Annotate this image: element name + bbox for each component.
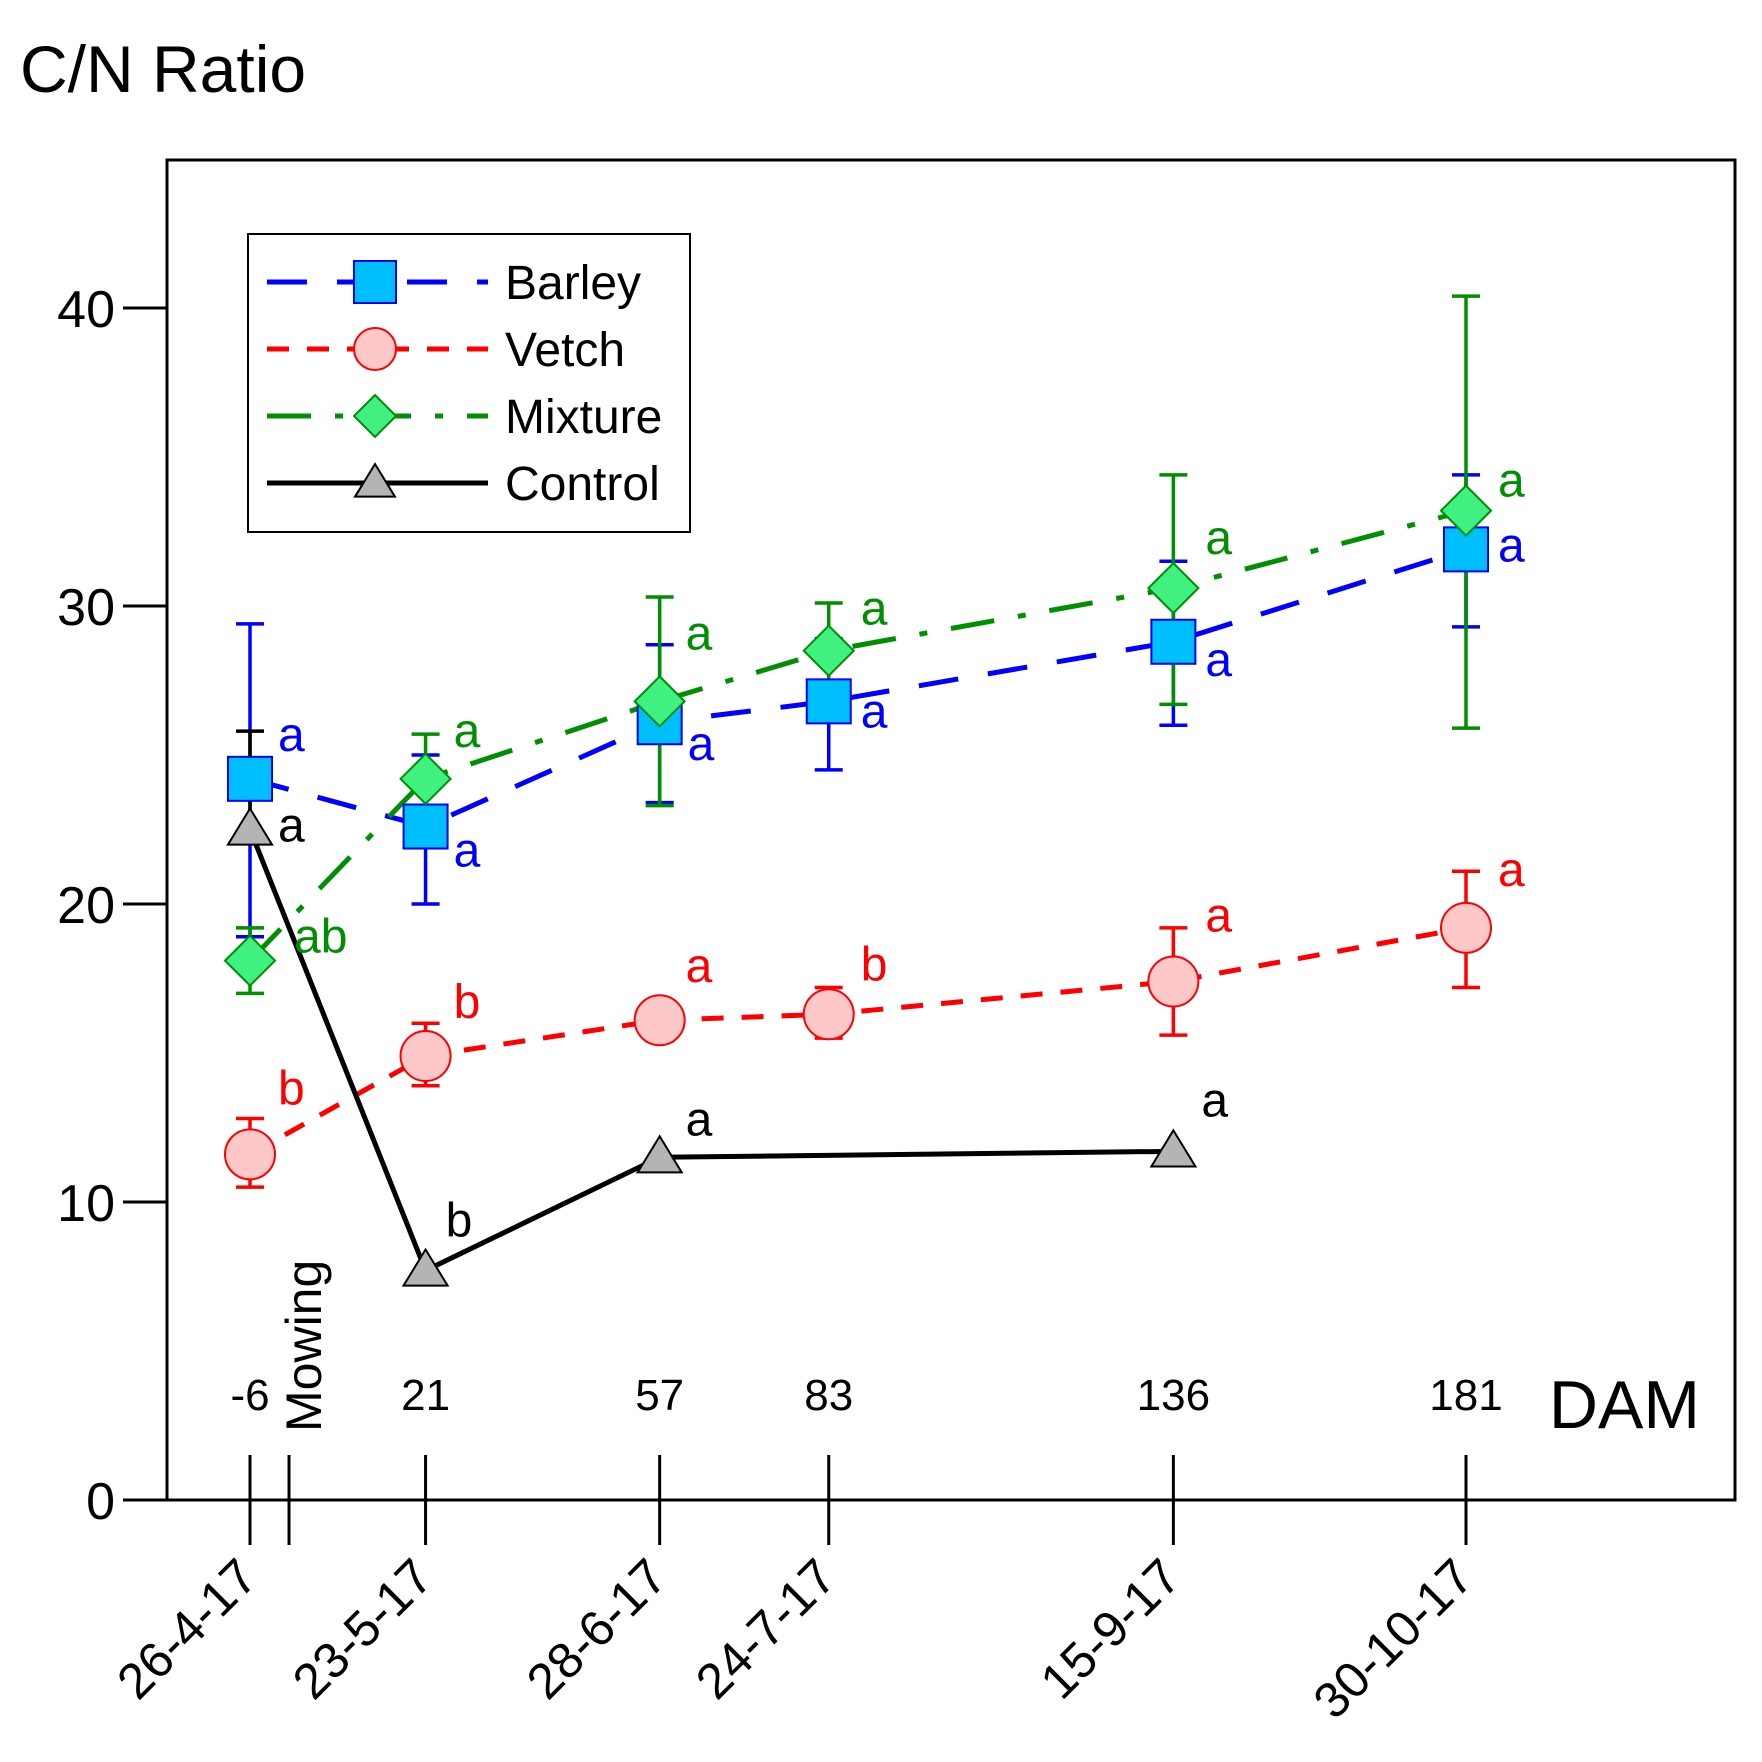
- legend-marker-mixture: [352, 393, 398, 439]
- marker-control: [401, 1247, 450, 1287]
- letter-barley: a: [688, 718, 715, 771]
- marker-mixture: [1146, 561, 1200, 615]
- marker-control: [1149, 1128, 1198, 1168]
- date-label: 23-5-17: [282, 1548, 443, 1709]
- legend-marker-vetch: [353, 327, 397, 371]
- legend-label-mixture: Mixture: [505, 391, 662, 444]
- letter-control: a: [1201, 1074, 1228, 1127]
- y-tick-label: 10: [57, 1175, 115, 1233]
- series-line-barley: [249, 546, 1467, 830]
- legend-marker-barley: [353, 260, 397, 304]
- marker-barley: [1150, 618, 1197, 665]
- date-label: 15-9-17: [1030, 1548, 1191, 1709]
- marker-mixture: [223, 934, 277, 988]
- legend-label-control: Control: [505, 458, 660, 511]
- marker-vetch: [1147, 955, 1200, 1008]
- letter-mixture: a: [1205, 512, 1232, 565]
- letter-barley: a: [1205, 634, 1232, 687]
- letter-vetch: b: [861, 938, 888, 991]
- marker-vetch: [802, 988, 855, 1041]
- series-markers: [223, 484, 1493, 1287]
- letter-control: a: [686, 1093, 713, 1146]
- letter-mixture: a: [861, 583, 888, 636]
- dam-axis-unit: DAM: [1549, 1367, 1700, 1443]
- marker-mixture: [1439, 484, 1493, 538]
- letter-mixture: a: [1498, 455, 1525, 508]
- letter-mixture: ab: [294, 911, 347, 964]
- y-tick-label: 0: [86, 1473, 115, 1531]
- series-line-control: [247, 828, 1174, 1274]
- y-tick-label: 20: [57, 877, 115, 935]
- date-label: 28-6-17: [516, 1548, 677, 1709]
- letter-control: b: [446, 1195, 473, 1248]
- letter-barley: a: [861, 685, 888, 738]
- date-label: 30-10-17: [1303, 1548, 1484, 1729]
- y-tick-label: 30: [57, 579, 115, 637]
- marker-barley: [402, 803, 449, 850]
- mowing-label: Mowing: [276, 1260, 332, 1432]
- letter-barley: a: [278, 709, 305, 762]
- letter-vetch: a: [1205, 889, 1232, 942]
- dam-label: 57: [635, 1371, 684, 1420]
- date-label: 26-4-17: [106, 1548, 267, 1709]
- series-line-mixture: [248, 508, 1467, 963]
- legend-marker-control: [353, 462, 397, 498]
- marker-mixture: [399, 752, 452, 806]
- letter-mixture: a: [686, 607, 713, 660]
- dam-label: 136: [1137, 1371, 1210, 1420]
- letter-barley: a: [1498, 519, 1525, 572]
- series-lines: [247, 508, 1467, 1274]
- marker-barley: [805, 678, 852, 725]
- series-line-vetch: [248, 925, 1467, 1157]
- marker-vetch: [224, 1128, 276, 1181]
- letter-barley: a: [454, 825, 481, 878]
- marker-vetch: [1440, 901, 1492, 954]
- legend: Barley Vetch Mixture Control: [247, 233, 691, 533]
- legend-label-vetch: Vetch: [505, 324, 625, 377]
- dam-label: 83: [804, 1371, 853, 1420]
- legend-label-barley: Barley: [505, 257, 641, 310]
- date-label: 24-7-17: [685, 1548, 846, 1709]
- letter-control: a: [278, 800, 305, 853]
- marker-mixture: [802, 624, 856, 678]
- letter-mixture: a: [454, 705, 481, 758]
- marker-barley: [227, 755, 273, 802]
- marker-control: [635, 1134, 684, 1174]
- letter-vetch: a: [686, 940, 713, 993]
- dam-label: -6: [230, 1371, 269, 1420]
- dam-label: 21: [401, 1371, 450, 1420]
- marker-vetch: [633, 994, 686, 1047]
- marker-vetch: [399, 1029, 452, 1082]
- letter-vetch: a: [1498, 844, 1525, 897]
- dam-label: 181: [1429, 1371, 1502, 1420]
- marker-mixture: [633, 674, 687, 728]
- letter-vetch: b: [454, 976, 481, 1029]
- letter-vetch: b: [278, 1062, 305, 1115]
- marker-control: [226, 806, 274, 846]
- y-tick-label: 40: [57, 281, 115, 339]
- chart-title: C/N Ratio: [20, 32, 306, 106]
